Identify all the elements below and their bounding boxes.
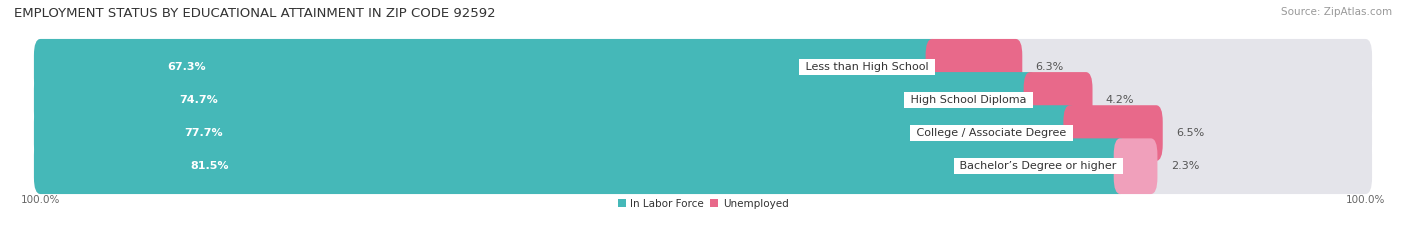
FancyBboxPatch shape — [1114, 138, 1157, 194]
FancyBboxPatch shape — [1024, 72, 1092, 128]
FancyBboxPatch shape — [34, 138, 1128, 194]
Text: EMPLOYMENT STATUS BY EDUCATIONAL ATTAINMENT IN ZIP CODE 92592: EMPLOYMENT STATUS BY EDUCATIONAL ATTAINM… — [14, 7, 496, 20]
FancyBboxPatch shape — [1063, 105, 1163, 161]
FancyBboxPatch shape — [34, 105, 1372, 161]
Text: College / Associate Degree: College / Associate Degree — [914, 128, 1070, 138]
Legend: In Labor Force, Unemployed: In Labor Force, Unemployed — [613, 194, 793, 213]
Text: 100.0%: 100.0% — [1346, 195, 1385, 205]
Text: 2.3%: 2.3% — [1171, 161, 1199, 171]
Text: 74.7%: 74.7% — [179, 95, 218, 105]
FancyBboxPatch shape — [925, 39, 1022, 95]
Text: Bachelor’s Degree or higher: Bachelor’s Degree or higher — [956, 161, 1121, 171]
Text: 67.3%: 67.3% — [167, 62, 207, 72]
Text: 77.7%: 77.7% — [184, 128, 222, 138]
Text: Less than High School: Less than High School — [801, 62, 932, 72]
Text: 6.5%: 6.5% — [1175, 128, 1204, 138]
Text: 100.0%: 100.0% — [21, 195, 60, 205]
FancyBboxPatch shape — [34, 39, 939, 95]
FancyBboxPatch shape — [34, 105, 1077, 161]
FancyBboxPatch shape — [34, 72, 1372, 128]
Text: 4.2%: 4.2% — [1105, 95, 1135, 105]
FancyBboxPatch shape — [34, 72, 1036, 128]
Text: Source: ZipAtlas.com: Source: ZipAtlas.com — [1281, 7, 1392, 17]
FancyBboxPatch shape — [34, 39, 1372, 95]
FancyBboxPatch shape — [34, 138, 1372, 194]
Text: 81.5%: 81.5% — [190, 161, 229, 171]
Text: High School Diploma: High School Diploma — [907, 95, 1031, 105]
Text: 6.3%: 6.3% — [1036, 62, 1064, 72]
